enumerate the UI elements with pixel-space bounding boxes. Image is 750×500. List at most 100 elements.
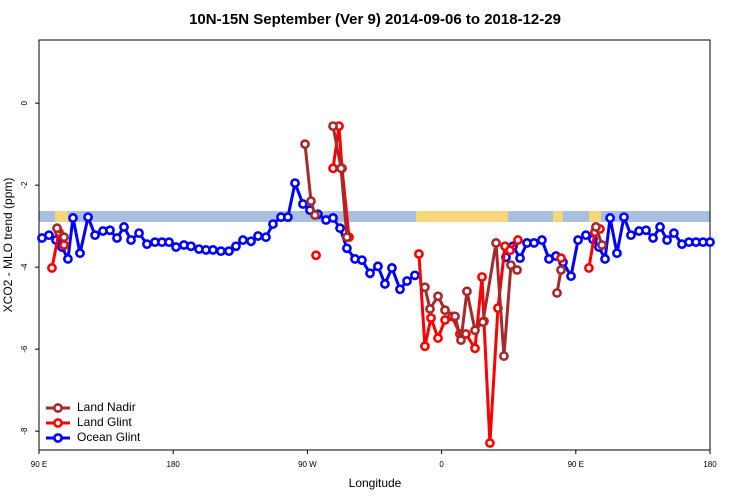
data-point (290, 178, 300, 188)
data-point (224, 246, 234, 257)
ocean-band (39, 211, 710, 222)
x-tick-label: 90 W (298, 460, 317, 469)
data-point (556, 265, 566, 275)
data-point (44, 230, 54, 241)
data-point (342, 232, 352, 243)
x-tick-label: 0 (439, 460, 444, 469)
data-point (410, 270, 420, 281)
land-band (553, 211, 563, 222)
y-tick-label: -4 (20, 263, 29, 271)
legend-label: Land Glint (77, 415, 132, 429)
data-point (216, 246, 226, 257)
data-point (440, 315, 450, 325)
data-point (208, 245, 218, 255)
data-point (477, 272, 487, 282)
data-point (59, 240, 69, 250)
data-point (134, 228, 144, 239)
data-point (164, 237, 174, 248)
y-axis-label: XCO2 - MLO trend (ppm) (1, 178, 15, 313)
legend-marker (53, 403, 63, 413)
y-tick-label: 0 (20, 100, 29, 105)
data-point (450, 311, 460, 322)
data-point (470, 325, 480, 336)
legend-marker (53, 418, 63, 428)
data-point (59, 232, 69, 243)
data-point (573, 235, 583, 245)
data-point (300, 139, 310, 150)
data-point (306, 196, 316, 207)
data-point (505, 245, 515, 256)
data-point (515, 253, 525, 264)
data-point (485, 438, 495, 448)
data-point (537, 235, 547, 245)
data-point (433, 291, 443, 302)
data-point (395, 284, 405, 295)
legend-marker (53, 433, 63, 443)
data-point (584, 263, 594, 273)
data-point (600, 254, 610, 264)
data-point (491, 238, 501, 248)
data-point (52, 223, 62, 234)
data-point (462, 286, 472, 297)
data-point (261, 232, 271, 243)
data-point (328, 121, 338, 131)
data-point (310, 210, 320, 220)
data-point (171, 242, 181, 252)
land-band (416, 211, 508, 222)
x-tick-label: 90 E (31, 460, 47, 469)
data-point (648, 233, 658, 243)
data-point (425, 304, 435, 314)
data-point (335, 223, 345, 234)
data-point (456, 335, 466, 346)
data-point (433, 333, 443, 343)
data-point (581, 230, 591, 241)
data-point (126, 235, 136, 245)
land-band (55, 211, 68, 222)
data-point (68, 213, 78, 223)
y-tick-label: -2 (20, 181, 29, 189)
data-point (597, 240, 607, 250)
data-point (75, 248, 85, 259)
legend-label: Land Nadir (77, 400, 136, 414)
data-point (83, 212, 93, 223)
data-point (669, 228, 679, 239)
data-point (512, 265, 522, 275)
data-point (552, 288, 562, 298)
data-point (414, 249, 424, 259)
data-point (478, 317, 488, 327)
data-point (112, 233, 122, 243)
data-point (506, 260, 516, 270)
data-point (119, 222, 129, 232)
data-point (387, 263, 397, 273)
data-point (47, 263, 57, 273)
data-point (298, 199, 308, 209)
data-point (328, 213, 338, 223)
land-band (589, 211, 601, 222)
data-point (470, 343, 480, 354)
data-point (419, 341, 430, 352)
data-point (556, 253, 566, 264)
data-point (380, 279, 390, 289)
x-tick-label: 90 E (568, 460, 584, 469)
surface-band (39, 211, 710, 222)
data-point (591, 222, 601, 232)
data-point (605, 213, 615, 223)
chart-title: 10N-15N September (Ver 9) 2014-09-06 to … (189, 11, 561, 28)
data-point (90, 230, 100, 241)
data-point (336, 163, 346, 174)
data-point (105, 225, 115, 236)
data-point (499, 351, 509, 362)
data-point (619, 212, 629, 223)
data-point (440, 305, 450, 316)
data-point (342, 243, 352, 254)
data-point (655, 222, 665, 232)
data-point (63, 254, 73, 264)
data-point (365, 268, 375, 279)
series (47, 121, 605, 448)
x-tick-label: 180 (703, 460, 717, 469)
data-point (268, 219, 278, 229)
data-point (529, 238, 539, 248)
data-point (426, 313, 436, 323)
data-point (328, 163, 338, 174)
